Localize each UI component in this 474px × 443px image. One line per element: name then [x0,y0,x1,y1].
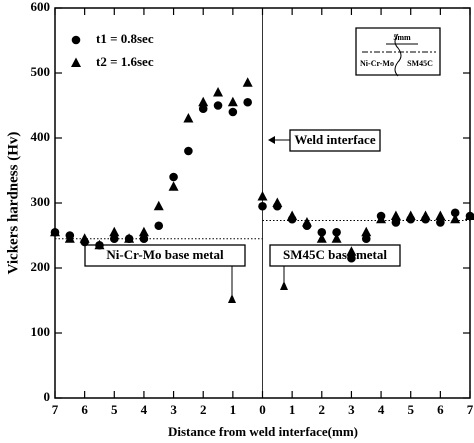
y-axis-title: Vickers hardness (Hv) [5,132,21,275]
x-tick-label: 4 [141,402,148,417]
point [198,96,209,107]
point [79,233,90,243]
legend-label: t1 = 0.8sec [96,31,154,46]
point [139,234,149,244]
point [213,101,223,110]
point [272,197,283,207]
point [287,210,298,220]
legend-marker [71,57,81,67]
point [450,213,461,224]
point [64,233,75,243]
x-tick-label: 6 [81,402,88,417]
point [257,191,268,201]
x-tick-label: 7 [467,402,474,417]
point [183,113,194,123]
y-tick-label: 600 [31,0,51,14]
x-axis-title: Distance from weld interface(mm) [168,424,358,439]
point [138,226,149,237]
point [376,213,387,224]
y-tick-label: 400 [31,129,51,144]
point [465,210,474,220]
point [346,246,357,256]
x-tick-label: 2 [200,402,207,417]
point [228,107,238,117]
inset-dimension: 5mm [393,33,411,42]
y-tick-label: 100 [31,324,51,339]
annotation-weld: Weld interface [268,129,381,152]
point [436,218,445,227]
legend-label: t2 = 1.6sec [96,54,154,69]
y-tick-label: 300 [31,194,51,209]
point [317,227,327,237]
annotation-sm45c: SM45C base metal [269,244,401,290]
inset-left: Ni-Cr-Mo [360,59,394,68]
point [94,239,105,250]
x-tick-label: 3 [170,402,177,417]
x-tick-label: 5 [111,402,118,417]
y-tick-label: 200 [31,259,51,274]
annotation: Weld interface [294,132,375,147]
legend-entry: t2 = 1.6sec [71,54,154,69]
inset-right: SM45C [407,59,433,68]
annotation-nicrmo: Ni-Cr-Mo base metal [84,244,246,303]
point [435,210,446,220]
point [258,201,267,211]
point [316,233,327,243]
point [213,87,224,97]
point [450,208,460,218]
point [168,181,179,191]
x-tick-label: 4 [378,402,385,417]
point [109,226,120,237]
x-tick-label: 7 [52,402,59,417]
x-tick-label: 5 [407,402,414,417]
inset-diagram: 5mm Ni-Cr-Mo SM45C [355,27,441,77]
point [50,226,60,237]
x-tick-label: 1 [289,402,296,417]
y-tick-label: 500 [31,64,51,79]
point [198,104,208,114]
annotation: Ni-Cr-Mo base metal [106,247,224,262]
point [153,200,164,211]
x-tick-label: 6 [437,402,444,417]
legend-entry: t1 = 0.8sec [71,31,154,46]
point [243,97,252,107]
point [361,234,371,244]
annotation: SM45C base metal [283,247,387,262]
point [301,217,312,227]
point [109,234,119,244]
point [391,218,401,227]
point [227,96,238,107]
point [390,210,401,220]
point [124,233,135,243]
x-tick-label: 0 [259,402,266,417]
x-tick-label: 1 [230,402,237,417]
y-tick-label: 0 [44,389,51,404]
legend-marker [71,35,81,45]
x-tick-label: 2 [319,402,326,417]
point [184,146,193,156]
point [169,172,178,182]
point [405,210,416,220]
point [242,77,253,87]
point [154,221,164,231]
point [331,233,342,243]
x-tick-label: 3 [348,402,355,417]
point [361,226,372,237]
point [347,253,356,263]
point [420,210,431,220]
point [332,227,341,237]
